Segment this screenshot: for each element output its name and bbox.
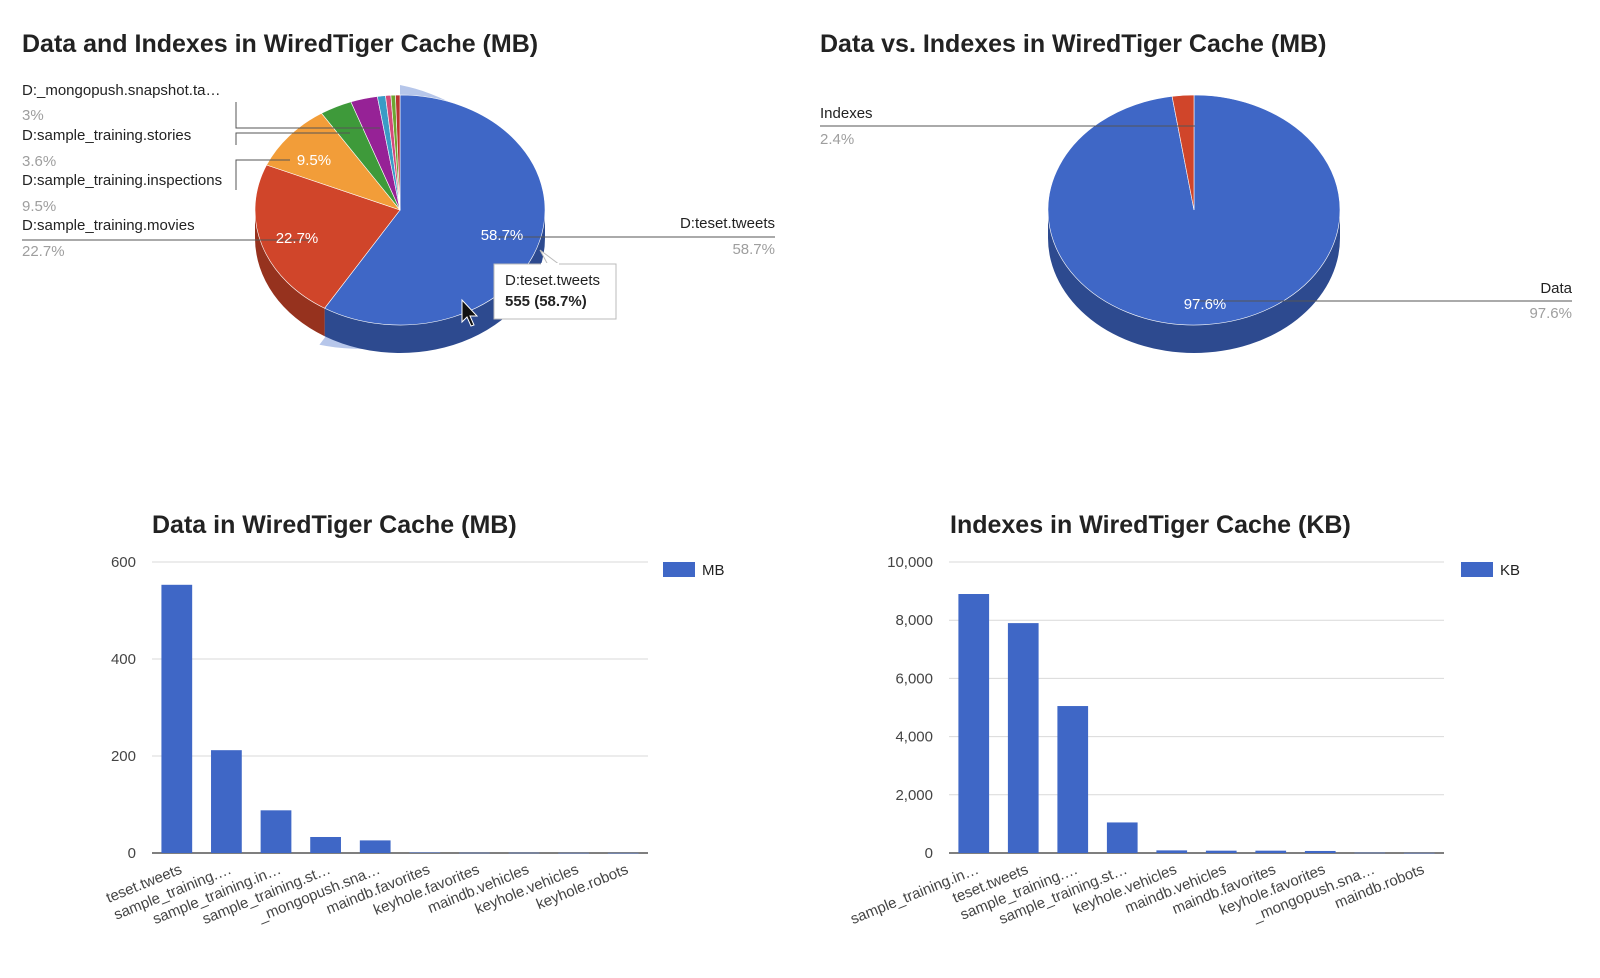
pie1-label-inspections: D:sample_training.inspections — [22, 172, 222, 189]
pie2-label-data: Data — [1540, 280, 1572, 297]
pie2-pct-indexes: 2.4% — [820, 131, 854, 148]
pie-slice-slice-8[interactable] — [395, 94, 401, 211]
y-tick-label: 0 — [128, 845, 136, 862]
y-tick-label: 4,000 — [895, 729, 933, 746]
pie1-title: Data and Indexes in WiredTiger Cache (MB… — [22, 30, 538, 58]
pie1-label-tweets: D:teset.tweets — [680, 215, 775, 232]
y-tick-label: 600 — [111, 554, 136, 571]
y-tick-label: 400 — [111, 651, 136, 668]
tooltip-value: 555 (58.7%) — [505, 293, 587, 310]
bar-chart-data: Data in WiredTiger Cache (MB) 0 200 400 600… — [104, 511, 725, 928]
tooltip-pointer — [539, 249, 562, 266]
y-tick-label: 8,000 — [895, 612, 933, 629]
pie2-title: Data vs. Indexes in WiredTiger Cache (MB… — [820, 30, 1326, 58]
y-tick-label: 10,000 — [887, 554, 933, 571]
pie1-label-mongopush: D:_mongopush.snapshot.ta… — [22, 82, 220, 99]
bar-chart-indexes: Indexes in WiredTiger Cache (KB) 0 2,000 4… — [848, 511, 1520, 928]
bar[interactable] — [409, 852, 441, 854]
bar[interactable] — [260, 810, 292, 853]
bar1-legend-swatch — [663, 562, 695, 577]
pie1-pct-stories: 3.6% — [22, 153, 56, 170]
bar[interactable] — [958, 594, 990, 853]
mouse-cursor-icon — [461, 298, 479, 327]
pie1-label-movies: D:sample_training.movies — [22, 217, 195, 234]
pie2-inside-data: 97.6% — [1184, 296, 1227, 313]
y-tick-label: 2,000 — [895, 787, 933, 804]
bar[interactable] — [1106, 822, 1138, 853]
pie1-pct-mongopush: 3% — [22, 107, 44, 124]
bar2-plot: 02,0004,0006,0008,00010,000sample_traini… — [848, 554, 1444, 928]
pie2-pct-data: 97.6% — [1529, 305, 1572, 322]
y-tick-label: 6,000 — [895, 670, 933, 687]
pie1-leader-inspections — [235, 159, 290, 190]
pie1-leader-lines — [22, 102, 775, 241]
pie-slice-d-teset-tweets[interactable] — [324, 94, 546, 326]
pie2-slices[interactable] — [1047, 94, 1341, 353]
bar1-legend-label[interactable]: MB — [702, 562, 725, 579]
bar[interactable] — [1304, 850, 1336, 853]
bar[interactable] — [1156, 850, 1188, 853]
pie-side-d-teset-tweets — [324, 210, 545, 354]
pie2-leader-lines — [820, 125, 1572, 302]
bar1-plot: 0200400600teset.tweetssample_training.…s… — [104, 554, 648, 928]
pie-slice-d-sample-training-movies[interactable] — [254, 164, 401, 309]
pie1-pct-inspections: 9.5% — [22, 198, 56, 215]
pie1-leader-stories — [235, 132, 350, 145]
pie1-slices[interactable] — [254, 85, 546, 354]
bar2-legend-label[interactable]: KB — [1500, 562, 1520, 579]
pie1-pct-tweets: 58.7% — [732, 241, 775, 258]
bar[interactable] — [359, 840, 391, 853]
pie-side-data — [1048, 210, 1340, 353]
y-tick-label: 200 — [111, 748, 136, 765]
bar2-title: Indexes in WiredTiger Cache (KB) — [950, 511, 1351, 539]
tooltip-box — [493, 263, 617, 320]
pie-slice-indexes[interactable] — [1171, 94, 1195, 211]
pie1-inside-movies: 22.7% — [276, 230, 319, 247]
pie1-pct-movies: 22.7% — [22, 243, 65, 260]
bar[interactable] — [1007, 623, 1039, 853]
pie1-leader-mongopush — [235, 102, 380, 129]
bar[interactable] — [459, 852, 490, 854]
pie-side-d-sample-training-movies — [255, 210, 325, 337]
bar[interactable] — [161, 584, 193, 853]
bar[interactable] — [508, 852, 540, 854]
pie-slice-d-sample-training-inspections[interactable] — [266, 112, 401, 211]
bar[interactable] — [1057, 706, 1089, 853]
pie-chart-data-and-indexes: Data and Indexes in WiredTiger Cache (MB… — [22, 30, 775, 354]
tooltip-label: D:teset.tweets — [505, 272, 600, 289]
bar[interactable] — [607, 852, 639, 854]
pie-chart-data-vs-indexes: Data vs. Indexes in WiredTiger Cache (MB… — [820, 30, 1573, 353]
pie1-label-stories: D:sample_training.stories — [22, 127, 191, 144]
bar1-title: Data in WiredTiger Cache (MB) — [152, 511, 517, 539]
bar[interactable] — [1354, 852, 1386, 854]
bar[interactable] — [310, 836, 341, 853]
bar[interactable] — [211, 750, 242, 853]
pie1-tooltip: D:teset.tweets 555 (58.7%) — [493, 249, 617, 320]
bar[interactable] — [1205, 850, 1237, 853]
pie1-inside-tweets: 58.7% — [481, 227, 524, 244]
bar2-legend-swatch — [1461, 562, 1493, 577]
pie1-inside-inspections: 9.5% — [297, 152, 331, 169]
bar[interactable] — [1403, 852, 1435, 854]
pie2-label-indexes: Indexes — [820, 105, 873, 122]
bar[interactable] — [558, 852, 589, 854]
y-tick-label: 0 — [925, 845, 933, 862]
bar[interactable] — [1255, 850, 1287, 853]
